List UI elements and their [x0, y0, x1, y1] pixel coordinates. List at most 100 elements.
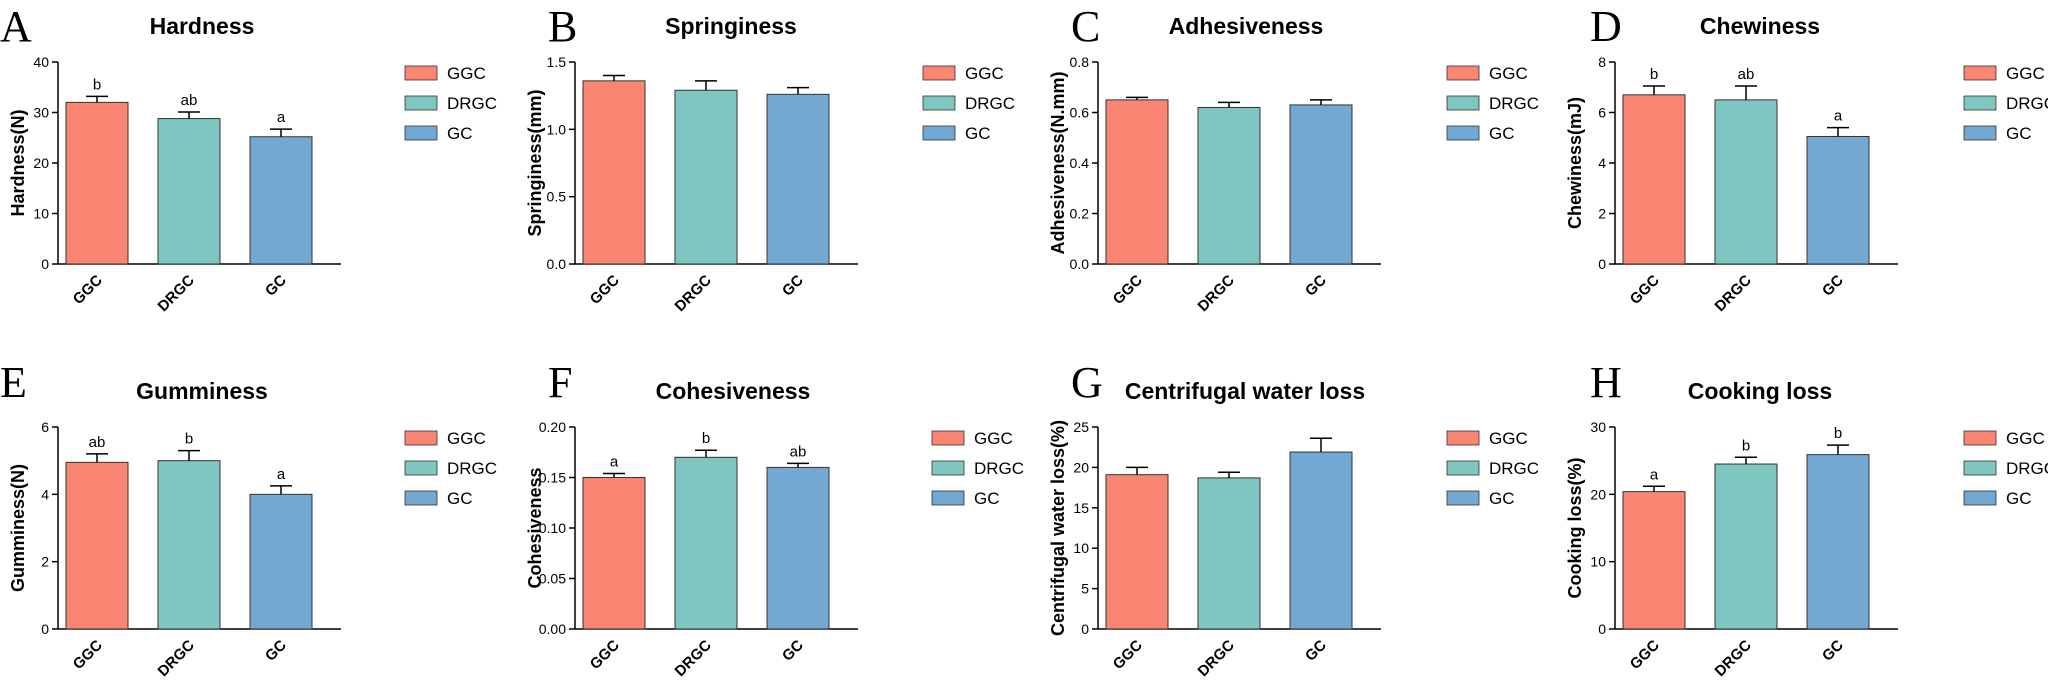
legend-label: GC [447, 124, 473, 143]
y-tick-label: 0 [1598, 621, 1606, 637]
y-tick-label: 0.0 [547, 256, 567, 272]
x-tick-label: GGC [70, 637, 106, 673]
chart-title: Springiness [665, 13, 797, 39]
legend-swatch-drgc [1963, 460, 1997, 476]
bar-ggc [1105, 474, 1169, 630]
x-tick-label: DRGC [155, 637, 198, 680]
bar-drgc [1714, 99, 1778, 265]
y-tick-label: 10 [1073, 540, 1089, 556]
y-tick-label: 0 [41, 256, 49, 272]
legend-label: GC [1489, 489, 1515, 508]
bar-drgc [674, 456, 738, 630]
y-tick-label: 20 [1590, 486, 1606, 502]
x-tick-label: GC [779, 272, 807, 300]
y-tick-label: 0 [1598, 256, 1606, 272]
legend-label: GGC [447, 64, 486, 83]
significance-label: b [1834, 425, 1842, 442]
y-tick-label: 0 [41, 621, 49, 637]
y-tick-label: 0.15 [539, 470, 566, 486]
x-tick-label: DRGC [1195, 272, 1238, 315]
y-axis-label: Cooking loss(%) [1565, 457, 1585, 598]
legend-label: GC [2006, 489, 2032, 508]
x-tick-label: GC [1302, 637, 1330, 665]
y-tick-label: 1.5 [547, 54, 567, 70]
bar-ggc [582, 80, 646, 265]
significance-label: a [1650, 466, 1659, 483]
x-tick-label: DRGC [672, 637, 715, 680]
legend-swatch-gc [404, 125, 438, 141]
y-tick-label: 4 [41, 486, 49, 502]
bar-gc [1289, 104, 1353, 265]
chart-title: Gumminess [136, 378, 268, 404]
significance-label: ab [181, 92, 198, 109]
legend-label: DRGC [965, 94, 1015, 113]
y-tick-label: 0.20 [539, 419, 566, 435]
chart-panel-f: F Cohesiveness Cohesiveness 0.00 0.05 0.10 0.1… [525, 358, 1024, 680]
chart-panel-d: D Chewiness Chewiness(mJ) 0 2 4 6 8 b GGC ab DRGC a G… [1565, 2, 2048, 315]
legend-swatch-drgc [404, 95, 438, 111]
bar-gc [249, 493, 313, 630]
legend-swatch-drgc [922, 95, 956, 111]
y-tick-label: 15 [1073, 500, 1089, 516]
x-tick-label: GGC [587, 272, 623, 308]
bar-drgc [674, 89, 738, 265]
panel-letter: F [548, 358, 572, 407]
x-tick-label: GGC [1627, 272, 1663, 308]
legend-swatch-gc [1446, 490, 1480, 506]
x-tick-label: GC [779, 637, 807, 665]
y-axis-label: Centrifugal water loss(%) [1048, 420, 1068, 636]
x-tick-label: GC [1819, 637, 1847, 665]
y-tick-label: 0 [1081, 621, 1089, 637]
x-tick-label: DRGC [155, 272, 198, 315]
y-tick-label: 6 [1598, 105, 1606, 121]
y-tick-label: 20 [33, 155, 49, 171]
bar-ggc [65, 101, 129, 265]
legend-swatch-ggc [1446, 430, 1480, 446]
legend-label: DRGC [1489, 459, 1539, 478]
legend-label: GGC [1489, 64, 1528, 83]
legend-swatch-ggc [1446, 65, 1480, 81]
significance-label: a [277, 466, 286, 483]
y-tick-label: 40 [33, 54, 49, 70]
legend-label: GC [447, 489, 473, 508]
y-tick-label: 20 [1073, 459, 1089, 475]
bar-gc [1289, 451, 1353, 630]
panel-letter: A [0, 2, 32, 51]
y-tick-label: 6 [41, 419, 49, 435]
legend-label: GGC [1489, 429, 1528, 448]
significance-label: ab [1738, 66, 1755, 83]
y-axis-label: Adhesiveness(N.mm) [1048, 71, 1068, 254]
y-axis-label: Hardness(N) [8, 109, 28, 216]
panel-letter: C [1071, 2, 1100, 51]
y-tick-label: 30 [1590, 419, 1606, 435]
x-tick-label: GC [262, 637, 290, 665]
legend-swatch-ggc [1963, 65, 1997, 81]
bar-gc [1806, 135, 1870, 265]
y-tick-label: 25 [1073, 419, 1089, 435]
panel-letter: D [1590, 2, 1622, 51]
x-tick-label: GGC [1627, 637, 1663, 673]
y-tick-label: 0.05 [539, 571, 566, 587]
chart-title: Centrifugal water loss [1125, 378, 1365, 404]
y-tick-label: 2 [41, 554, 49, 570]
significance-label: b [702, 430, 710, 447]
y-tick-label: 30 [33, 105, 49, 121]
significance-label: a [610, 453, 619, 470]
bar-drgc [157, 460, 221, 630]
legend-swatch-drgc [931, 460, 965, 476]
chart-panel-e: E Gumminess Gumminess(N) 0 2 4 6 ab GGC b DRGC a GC G… [0, 358, 497, 680]
bar-gc [766, 466, 830, 630]
significance-label: ab [790, 443, 807, 460]
legend-swatch-gc [1446, 125, 1480, 141]
y-tick-label: 0.4 [1070, 155, 1090, 171]
y-tick-label: 0.00 [539, 621, 566, 637]
x-tick-label: DRGC [1195, 637, 1238, 680]
y-tick-label: 0.0 [1070, 256, 1090, 272]
significance-label: b [185, 431, 193, 448]
x-tick-label: GC [1819, 272, 1847, 300]
chart-title: Cohesiveness [656, 378, 811, 404]
x-tick-label: GGC [70, 272, 106, 308]
legend-swatch-gc [922, 125, 956, 141]
significance-label: a [1834, 108, 1843, 125]
